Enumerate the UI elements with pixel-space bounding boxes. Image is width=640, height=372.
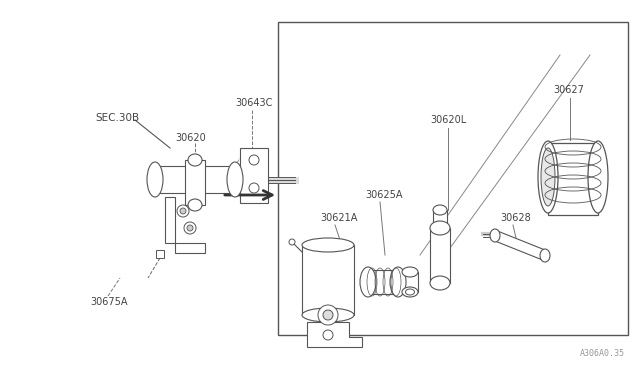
Circle shape bbox=[323, 310, 333, 320]
Bar bbox=[430, 228, 450, 283]
Circle shape bbox=[184, 222, 196, 234]
Text: 30643C: 30643C bbox=[235, 98, 273, 108]
Ellipse shape bbox=[538, 141, 558, 213]
Circle shape bbox=[318, 305, 338, 325]
Polygon shape bbox=[495, 230, 545, 261]
Polygon shape bbox=[165, 197, 205, 253]
Ellipse shape bbox=[402, 287, 418, 297]
Text: SEC.30B: SEC.30B bbox=[95, 113, 139, 123]
Ellipse shape bbox=[490, 229, 500, 242]
Circle shape bbox=[249, 183, 259, 193]
Circle shape bbox=[249, 155, 259, 165]
Circle shape bbox=[177, 205, 189, 217]
Ellipse shape bbox=[302, 308, 354, 322]
Text: 30620: 30620 bbox=[175, 133, 205, 143]
Text: 30621A: 30621A bbox=[320, 213, 357, 223]
Ellipse shape bbox=[430, 276, 450, 290]
Ellipse shape bbox=[541, 148, 555, 206]
Circle shape bbox=[323, 330, 333, 340]
Bar bbox=[302, 245, 354, 315]
Bar bbox=[240, 148, 268, 203]
Ellipse shape bbox=[433, 205, 447, 215]
Circle shape bbox=[289, 239, 295, 245]
Bar bbox=[402, 272, 418, 292]
Bar bbox=[278, 22, 628, 335]
Ellipse shape bbox=[588, 141, 608, 213]
Text: 30675A: 30675A bbox=[90, 297, 127, 307]
Bar bbox=[368, 270, 398, 294]
Ellipse shape bbox=[540, 249, 550, 262]
Ellipse shape bbox=[430, 221, 450, 235]
Bar bbox=[433, 210, 447, 230]
Ellipse shape bbox=[227, 162, 243, 197]
Ellipse shape bbox=[406, 289, 415, 295]
Text: 30625A: 30625A bbox=[365, 190, 403, 200]
Polygon shape bbox=[307, 322, 362, 347]
Text: A306A0.35: A306A0.35 bbox=[580, 349, 625, 358]
Text: 30627: 30627 bbox=[553, 85, 584, 95]
Ellipse shape bbox=[390, 267, 406, 297]
Text: 30620L: 30620L bbox=[430, 115, 467, 125]
Ellipse shape bbox=[302, 238, 354, 252]
Bar bbox=[185, 160, 205, 205]
Ellipse shape bbox=[360, 267, 376, 297]
Circle shape bbox=[180, 208, 186, 214]
Text: 30628: 30628 bbox=[500, 213, 531, 223]
Circle shape bbox=[187, 225, 193, 231]
Ellipse shape bbox=[147, 162, 163, 197]
Bar bbox=[156, 250, 164, 258]
Bar bbox=[155, 166, 235, 193]
Ellipse shape bbox=[188, 199, 202, 211]
Ellipse shape bbox=[402, 267, 418, 277]
Ellipse shape bbox=[188, 154, 202, 166]
Bar bbox=[548, 143, 598, 215]
